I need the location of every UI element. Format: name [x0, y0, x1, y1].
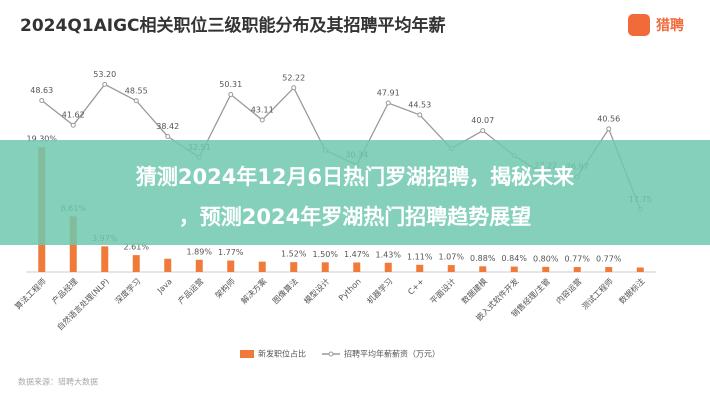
bar-label: 1.50% — [313, 250, 339, 259]
line-marker — [70, 122, 76, 128]
x-tick-label: 平面设计 — [428, 276, 458, 306]
bar — [573, 267, 581, 272]
line-marker — [385, 100, 391, 106]
x-tick-label: 架构师 — [213, 276, 237, 300]
bar — [605, 267, 613, 272]
x-tick-label: 算法工程师 — [13, 276, 48, 311]
bar — [321, 262, 329, 272]
bar — [479, 266, 487, 272]
bar-label: 0.77% — [565, 255, 591, 264]
line-marker — [291, 85, 297, 91]
line-marker — [165, 133, 171, 139]
bar — [447, 265, 455, 272]
line-label: 48.63 — [30, 86, 53, 95]
bar — [227, 260, 235, 272]
bar — [542, 266, 550, 272]
bar — [384, 262, 392, 272]
x-tick-label: 数据建模 — [459, 276, 489, 306]
bar-label: 1.43% — [376, 250, 402, 259]
bar-label: 1.89% — [187, 247, 213, 256]
banner — [0, 140, 710, 245]
bar — [416, 264, 424, 272]
line-marker — [102, 81, 108, 87]
bar-label: 1.47% — [344, 250, 370, 259]
line-label: 43.11 — [251, 105, 274, 114]
legend-swatch — [240, 350, 254, 358]
logo-icon — [628, 14, 650, 36]
line-marker — [606, 126, 612, 132]
x-tick-label: 自然语言处理(NLP) — [55, 276, 111, 332]
line-label: 38.42 — [156, 122, 179, 131]
x-tick-label: Python — [337, 277, 363, 303]
bar — [258, 261, 266, 272]
x-tick-label: Java — [155, 277, 174, 296]
x-tick-label: 测试工程师 — [580, 276, 615, 311]
logo: 猎聘 — [656, 17, 684, 34]
bar-label: 0.80% — [533, 254, 559, 263]
x-tick-label: 图像算法 — [270, 276, 300, 306]
bar — [510, 266, 518, 272]
x-tick-label: 内容运营 — [554, 276, 584, 306]
line-label: 53.20 — [93, 70, 116, 79]
legend-swatch — [328, 351, 334, 357]
bar — [353, 262, 361, 272]
bar — [636, 267, 644, 272]
bar-label: 1.11% — [407, 252, 433, 261]
bar-label: 1.07% — [439, 253, 465, 262]
line-label: 40.07 — [471, 116, 494, 125]
bar-label: 0.88% — [470, 254, 496, 263]
line-label: 41.62 — [62, 111, 85, 120]
line-marker — [480, 128, 486, 134]
banner-line: ，预测2024年罗湖热门招聘趋势展望 — [179, 205, 531, 229]
bar — [164, 258, 172, 272]
x-tick-label: 数据标注 — [617, 276, 647, 306]
bar — [132, 255, 140, 272]
legend-label: 新发职位占比 — [258, 349, 306, 359]
bar-label: 0.77% — [596, 255, 622, 264]
line-marker — [228, 92, 234, 98]
line-marker — [39, 97, 45, 103]
bar — [195, 259, 203, 272]
line-marker — [133, 98, 139, 104]
chart-title: 2024Q1AIGC相关职位三级职能分布及其招聘平均年薪 — [20, 15, 446, 36]
bar — [290, 262, 298, 272]
x-tick-label: 产品运营 — [176, 276, 206, 306]
legend-label: 招聘平均年薪薪资（万元） — [344, 349, 440, 359]
bar-label: 2.61% — [124, 243, 150, 252]
x-tick-label: 机器学习 — [365, 276, 395, 306]
bar-label: 19.30% — [26, 135, 57, 144]
source: 数据来源：猎聘大数据 — [18, 377, 98, 387]
line-label: 47.91 — [377, 89, 400, 98]
x-tick-label: 模型设计 — [302, 276, 332, 306]
line-label: 50.31 — [219, 80, 242, 89]
bar-label: 1.52% — [281, 250, 307, 259]
line-label: 48.55 — [125, 86, 148, 95]
line-label: 44.53 — [408, 100, 431, 109]
bar-label: 1.77% — [218, 248, 244, 257]
x-tick-label: 深度学习 — [113, 276, 143, 306]
line-marker — [259, 117, 265, 123]
x-tick-label: 解决方案 — [239, 276, 269, 306]
x-tick-label: C++ — [406, 277, 426, 297]
banner-line: 猜测2024年12月6日热门罗湖招聘，揭秘未来 — [135, 165, 575, 189]
x-tick-label: 产品经理 — [50, 276, 80, 306]
bar-label: 0.84% — [502, 254, 528, 263]
line-label: 40.56 — [597, 114, 620, 123]
line-label: 52.22 — [282, 73, 305, 82]
line-marker — [417, 112, 423, 118]
bar — [101, 246, 109, 272]
